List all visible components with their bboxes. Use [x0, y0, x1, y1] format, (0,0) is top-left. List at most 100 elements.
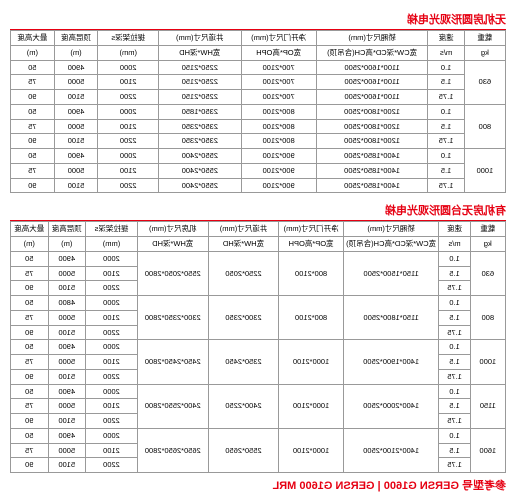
cell-pit: 75	[11, 355, 49, 370]
cell-oh: 5000	[48, 355, 85, 370]
cell-pit: 90	[11, 414, 49, 429]
cell-door: 800*2100	[241, 134, 316, 149]
hdr-car: 轿厢尺寸(mm)	[316, 31, 428, 46]
cell-speed: 1.0	[439, 251, 470, 266]
cell-car: 1100*1600*2500	[316, 90, 428, 105]
cell-pit: 50	[11, 296, 49, 311]
section-title-1: 无机房圆形观光电梯	[10, 8, 506, 30]
hdr-oh: 顶层高度	[54, 31, 98, 46]
cell-door: 1000*2100	[279, 384, 343, 428]
cell-well: 2550*2400	[159, 163, 242, 178]
cell-pit: 75	[11, 443, 49, 458]
cell-car: 1150*1500*2500	[343, 251, 439, 295]
cell-pit: 50	[11, 149, 55, 164]
cell-well: 2550*2400	[159, 149, 242, 164]
cell-speed: 1.5	[439, 266, 470, 281]
hdr-pit-u: (m)	[11, 45, 55, 60]
hdr-pit: 最大高度	[11, 222, 49, 237]
cell-speed: 1.75	[439, 414, 470, 429]
cell-door: 1000*2100	[279, 340, 343, 384]
cell-tb: 2100	[85, 266, 137, 281]
cell-oh: 5000	[48, 266, 85, 281]
cell-car: 1200*1800*2500	[316, 104, 428, 119]
hdr-well-s: 宽HW*深HD	[208, 237, 279, 252]
cell-door: 900*2100	[241, 163, 316, 178]
cell-speed: 1.0	[428, 104, 464, 119]
cell-car: 1400*1850*2500	[316, 163, 428, 178]
cell-car: 1150*1800*2500	[343, 296, 439, 340]
cell-tb: 2000	[85, 296, 137, 311]
cell-oh: 4900	[48, 340, 85, 355]
table-row: 1.51200*1800*2500800*21002350*2350210050…	[11, 119, 506, 134]
hdr-car: 轿厢尺寸(mm)	[343, 222, 439, 237]
cell-mr: 2450*2450*2800	[137, 340, 208, 384]
table-row: 1.751100*1600*2500700*21002250*215022005…	[11, 90, 506, 105]
cell-door: 700*2100	[241, 90, 316, 105]
cell-door: 800*2100	[279, 296, 343, 340]
hdr-pit: 最大高度	[11, 31, 55, 46]
cell-load: 1000	[464, 149, 505, 193]
cell-well: 2250*2150	[159, 75, 242, 90]
cell-speed: 1.75	[439, 325, 470, 340]
cell-pit: 90	[11, 281, 49, 296]
hdr-well: 井道尺寸(mm)	[208, 222, 279, 237]
cell-oh: 4800	[48, 296, 85, 311]
cell-speed: 1.5	[428, 119, 464, 134]
cell-tb: 2000	[98, 149, 159, 164]
hdr-car-s: 宽CW*深CD*高CH(含吊顶)	[343, 237, 439, 252]
cell-door: 700*2100	[241, 60, 316, 75]
cell-pit: 75	[11, 119, 55, 134]
cell-oh: 5100	[48, 458, 85, 473]
cell-oh: 4900	[48, 251, 85, 266]
cell-pit: 90	[11, 134, 55, 149]
cell-speed: 1.5	[428, 75, 464, 90]
cell-pit: 75	[11, 399, 49, 414]
cell-car: 1400*2100*2500	[343, 428, 439, 472]
cell-tb: 2000	[98, 104, 159, 119]
hdr-speed: 速度	[428, 31, 464, 46]
hdr-pit-u: (m)	[11, 237, 49, 252]
cell-pit: 50	[11, 251, 49, 266]
cell-pit: 90	[11, 178, 55, 193]
cell-mr: 2650*2650*2800	[137, 428, 208, 472]
table-row: 6301.01100*1600*2500700*21002250*2150200…	[11, 60, 506, 75]
cell-oh: 5100	[54, 134, 98, 149]
cell-pit: 90	[11, 458, 49, 473]
cell-oh: 5100	[54, 178, 98, 193]
table-row: 11501.01400*2000*25001000*21002400*22502…	[11, 384, 506, 399]
cell-speed: 1.75	[439, 369, 470, 384]
cell-tb: 2200	[85, 414, 137, 429]
hdr-speed-u: m/s	[428, 45, 464, 60]
cell-mr: 2400*2550*2800	[137, 384, 208, 428]
cell-speed: 1.0	[428, 60, 464, 75]
cell-car: 1100*1600*2500	[316, 75, 428, 90]
cell-oh: 5100	[48, 414, 85, 429]
cell-speed: 1.0	[428, 149, 464, 164]
cell-car: 1400*1850*2500	[316, 178, 428, 193]
cell-well: 2400*2250	[208, 384, 279, 428]
cell-oh: 5000	[54, 119, 98, 134]
section-title-2: 有机房无台圆形观光电梯	[10, 199, 506, 221]
spec-table-1: 载重 速度 轿厢尺寸(mm) 净开门尺寸(mm) 井道尺寸(mm) 提拉架深s …	[10, 30, 506, 193]
hdr-load-u: kg	[470, 237, 505, 252]
cell-well: 2300*2350	[208, 296, 279, 340]
cell-tb: 2100	[98, 75, 159, 90]
table-row: 1.751200*1800*2500800*21002350*235022005…	[11, 134, 506, 149]
hdr-door-s: 宽OP*高OPH	[279, 237, 343, 252]
cell-speed: 1.5	[428, 163, 464, 178]
hdr-tb: 提拉架深s	[85, 222, 137, 237]
hdr-load: 载重	[470, 222, 505, 237]
cell-oh: 5100	[48, 369, 85, 384]
cell-oh: 4900	[54, 149, 98, 164]
cell-tb: 2000	[85, 428, 137, 443]
cell-tb: 2000	[85, 384, 137, 399]
cell-speed: 1.0	[439, 384, 470, 399]
cell-speed: 1.5	[439, 399, 470, 414]
cell-load: 1000	[470, 340, 505, 384]
table-row: 1.751400*1850*2500900*21002550*240022005…	[11, 178, 506, 193]
cell-well: 2550*2650	[208, 428, 279, 472]
cell-pit: 90	[11, 325, 49, 340]
cell-oh: 5000	[48, 443, 85, 458]
hdr-tb: 提拉架深s	[98, 31, 159, 46]
cell-oh: 5100	[48, 325, 85, 340]
